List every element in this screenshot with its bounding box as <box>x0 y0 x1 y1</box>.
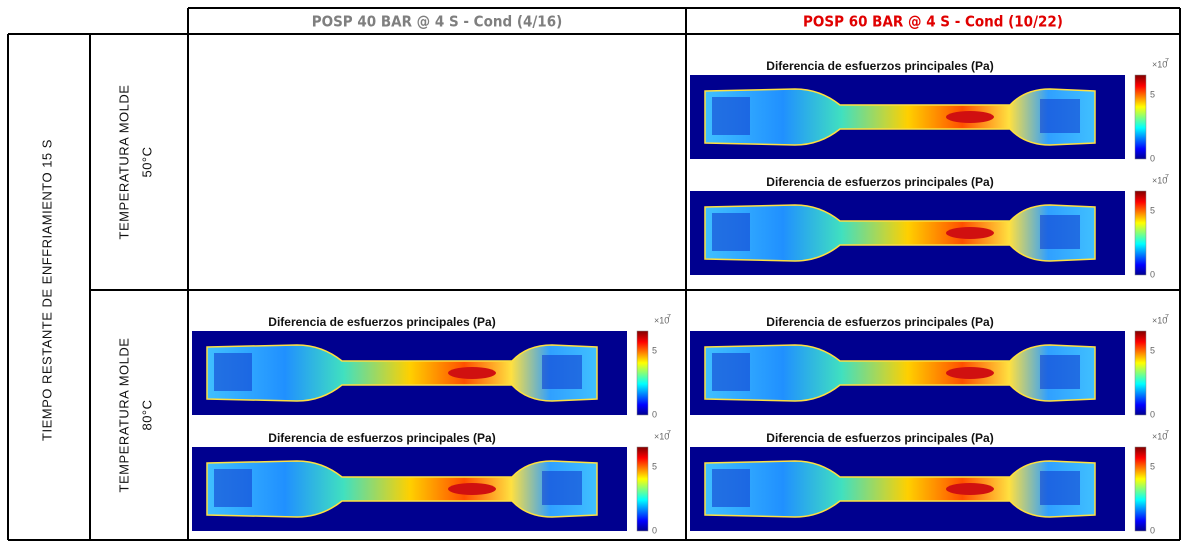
head-detail <box>542 471 582 505</box>
colorbar-multiplier: ×10 <box>1152 431 1167 441</box>
hot-spot <box>946 483 994 495</box>
row-label: TEMPERATURA MOLDE <box>116 85 131 240</box>
colorbar-tick: 5 <box>1150 345 1155 355</box>
head-detail <box>712 469 750 507</box>
colorbar-exponent: 7 <box>1165 430 1169 437</box>
colorbar <box>1134 74 1147 160</box>
colorbar-tick: 5 <box>1150 89 1155 99</box>
row-label: TEMPERATURA MOLDE <box>116 338 131 493</box>
colorbar-exponent: 7 <box>1165 58 1169 65</box>
heatmap <box>192 331 627 415</box>
head-detail <box>1040 99 1080 133</box>
row-value: 50°C <box>139 146 154 177</box>
colorbar-multiplier: ×10 <box>1152 175 1167 185</box>
specimen <box>704 204 1096 262</box>
stress-plot: Diferencia de esfuerzos principales (Pa)… <box>690 174 1169 279</box>
heatmap <box>192 447 627 531</box>
head-detail <box>712 213 750 251</box>
head-detail <box>1040 355 1080 389</box>
hot-spot <box>448 483 496 495</box>
plot-title: Diferencia de esfuerzos principales (Pa) <box>766 175 993 189</box>
heatmap <box>690 447 1125 531</box>
colorbar-tick: 5 <box>652 461 657 471</box>
colorbar-multiplier: ×10 <box>654 431 669 441</box>
colorbar-tick: 5 <box>652 345 657 355</box>
colorbar <box>1134 190 1147 276</box>
head-detail <box>542 355 582 389</box>
row-value: 80°C <box>139 399 154 430</box>
stress-plot: Diferencia de esfuerzos principales (Pa)… <box>192 314 671 419</box>
hot-spot <box>946 227 994 239</box>
specimen <box>206 460 598 518</box>
column-header: POSP 40 BAR @ 4 S - Cond (4/16) <box>312 13 563 31</box>
heatmap <box>690 331 1125 415</box>
colorbar-tick: 0 <box>652 409 657 419</box>
colorbar-tick: 0 <box>1150 409 1155 419</box>
column-header: POSP 60 BAR @ 4 S - Cond (10/22) <box>803 13 1063 31</box>
table-grid <box>7 7 1181 541</box>
colorbar-tick: 0 <box>652 525 657 535</box>
head-detail <box>1040 471 1080 505</box>
colorbar <box>1134 330 1147 416</box>
plot-title: Diferencia de esfuerzos principales (Pa) <box>268 315 495 329</box>
colorbar <box>1134 446 1147 532</box>
colorbar-exponent: 7 <box>1165 314 1169 321</box>
plot-title: Diferencia de esfuerzos principales (Pa) <box>766 59 993 73</box>
specimen <box>704 88 1096 146</box>
head-detail <box>214 469 252 507</box>
head-detail <box>1040 215 1080 249</box>
head-detail <box>712 97 750 135</box>
plot-title: Diferencia de esfuerzos principales (Pa) <box>268 431 495 445</box>
plot-title: Diferencia de esfuerzos principales (Pa) <box>766 431 993 445</box>
colorbar-tick: 0 <box>1150 269 1155 279</box>
heatmap <box>690 75 1125 159</box>
specimen <box>704 344 1096 402</box>
colorbar-tick: 5 <box>1150 461 1155 471</box>
colorbar-exponent: 7 <box>1165 174 1169 181</box>
colorbar <box>636 446 649 532</box>
colorbar-exponent: 7 <box>667 430 671 437</box>
colorbar-multiplier: ×10 <box>654 315 669 325</box>
colorbar-tick: 5 <box>1150 205 1155 215</box>
plot-title: Diferencia de esfuerzos principales (Pa) <box>766 315 993 329</box>
stress-plot: Diferencia de esfuerzos principales (Pa)… <box>192 430 671 535</box>
colorbar-tick: 0 <box>1150 525 1155 535</box>
head-detail <box>214 353 252 391</box>
heatmap <box>690 191 1125 275</box>
row-group-label: TIEMPO RESTANTE DE ENFFRIAMIENTO 15 S <box>39 139 54 441</box>
hot-spot <box>946 367 994 379</box>
colorbar-multiplier: ×10 <box>1152 59 1167 69</box>
stress-plot: Diferencia de esfuerzos principales (Pa)… <box>690 58 1169 163</box>
hot-spot <box>946 111 994 123</box>
stress-plot: Diferencia de esfuerzos principales (Pa)… <box>690 430 1169 535</box>
colorbar-exponent: 7 <box>667 314 671 321</box>
colorbar-multiplier: ×10 <box>1152 315 1167 325</box>
colorbar <box>636 330 649 416</box>
hot-spot <box>448 367 496 379</box>
specimen <box>704 460 1096 518</box>
head-detail <box>712 353 750 391</box>
stress-plot: Diferencia de esfuerzos principales (Pa)… <box>690 314 1169 419</box>
colorbar-tick: 0 <box>1150 153 1155 163</box>
specimen <box>206 344 598 402</box>
